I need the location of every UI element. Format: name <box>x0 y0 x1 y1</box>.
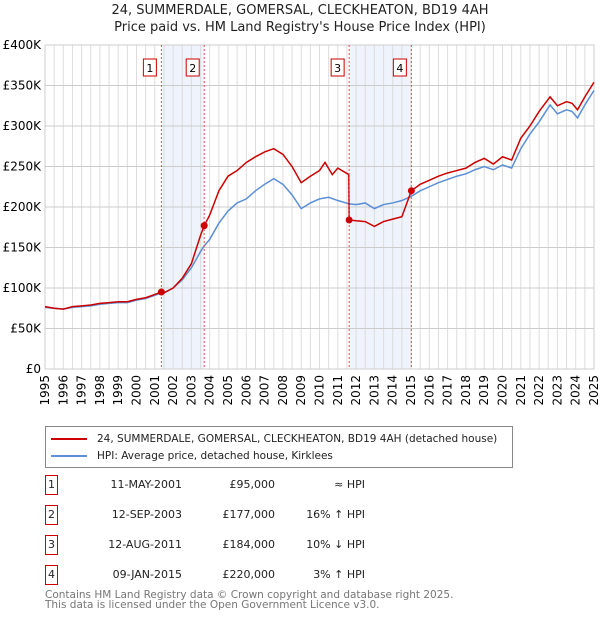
sale-marker: 3 <box>45 535 58 555</box>
y-tick-label: £250K <box>3 160 43 174</box>
legend-hpi: HPI: Average price, detached house, Kirk… <box>97 450 333 462</box>
sale-label: 1 <box>146 62 153 75</box>
sale-label: 2 <box>189 62 196 75</box>
plot-frame <box>44 44 595 370</box>
legend-property: 24, SUMMERDALE, GOMERSAL, CLECKHEATON, B… <box>97 433 498 445</box>
y-tick-label: £150K <box>3 241 43 255</box>
sale-label: 4 <box>396 62 403 75</box>
x-tick-label: 1998 <box>93 375 107 406</box>
sale-price: £220,000 <box>222 568 276 581</box>
x-tick-label: 1995 <box>38 375 52 406</box>
blue-line-swatch <box>51 455 87 457</box>
x-tick-label: 2004 <box>203 375 217 406</box>
sale-point <box>157 288 165 296</box>
x-tick-label: 2025 <box>587 375 600 406</box>
sale-date: 11-MAY-2001 <box>110 478 182 491</box>
sale-point <box>200 222 208 230</box>
x-tick-label: 2012 <box>349 375 363 406</box>
legend: 24, SUMMERDALE, GOMERSAL, CLECKHEATON, B… <box>45 426 513 468</box>
sale-hpi: 3% ↑ HPI <box>313 568 365 581</box>
x-tick-label: 2003 <box>184 375 198 406</box>
x-tick-label: 2021 <box>514 375 528 406</box>
x-tick-label: 2018 <box>459 375 473 406</box>
x-tick-label: 2007 <box>258 375 272 406</box>
sale-label-box <box>330 58 345 77</box>
x-tick-label: 2006 <box>239 375 253 406</box>
x-tick-label: 1996 <box>56 375 70 406</box>
price-chart: £0 £50K £100K £150K £200K £250K £300K £350K £400… <box>3 38 600 406</box>
sale-hpi: ≈ HPI <box>334 478 365 491</box>
sale-hpi: 10% ↓ HPI <box>306 538 365 551</box>
x-tick-label: 2005 <box>221 375 235 406</box>
sale-date: 12-SEP-2003 <box>111 508 182 521</box>
sale-label-box <box>142 58 157 77</box>
x-tick-label: 1999 <box>111 375 125 406</box>
chart-subtitle: Price paid vs. HM Land Registry's House … <box>114 20 486 35</box>
x-tick-label: 2019 <box>477 375 491 406</box>
sale-marker: 2 <box>45 505 58 525</box>
x-tick-label: 2022 <box>532 375 546 406</box>
x-tick-label: 2014 <box>386 375 400 406</box>
sale-price: £95,000 <box>229 478 276 491</box>
x-tick-label: 2001 <box>148 375 162 406</box>
sale-price: £177,000 <box>222 508 276 521</box>
x-tick-label: 2024 <box>569 375 583 406</box>
x-tick-label: 2009 <box>294 375 308 406</box>
y-tick-label: £100K <box>3 281 43 295</box>
sale-date: 12-AUG-2011 <box>108 538 182 551</box>
footer-copyright: Contains HM Land Registry data © Crown c… <box>45 589 454 601</box>
x-tick-label: 2013 <box>367 375 381 406</box>
y-tick-label: £0 <box>26 362 41 376</box>
y-tick-label: £350K <box>3 79 43 93</box>
sale-marker: 4 <box>45 565 58 585</box>
y-tick-label: £200K <box>3 200 43 214</box>
y-tick-label: £300K <box>3 119 43 133</box>
x-tick-label: 2023 <box>550 375 564 406</box>
x-tick-label: 2016 <box>422 375 436 406</box>
hpi-line <box>44 89 595 310</box>
y-tick-label: £400K <box>3 38 43 52</box>
y-tick-label: £50K <box>10 322 42 336</box>
property-price-line <box>44 81 595 310</box>
sale-marker: 1 <box>45 475 58 495</box>
x-tick-label: 2011 <box>331 375 345 406</box>
x-tick-label: 2010 <box>313 375 327 406</box>
footer: Contains HM Land Registry data © Crown c… <box>45 589 454 611</box>
sale-point <box>407 187 415 195</box>
sale-date: 09-JAN-2015 <box>112 568 182 581</box>
x-tick-label: 2002 <box>166 375 180 406</box>
sale-label-box <box>392 58 407 77</box>
red-line-swatch <box>51 438 87 440</box>
x-tick-label: 2000 <box>130 375 144 406</box>
x-tick-label: 1997 <box>75 375 89 406</box>
sale-point <box>345 216 353 224</box>
sale-price: £184,000 <box>222 538 276 551</box>
sale-hpi: 16% ↑ HPI <box>306 508 365 521</box>
sale-label: 3 <box>334 62 341 75</box>
x-tick-label: 2008 <box>276 375 290 406</box>
x-tick-label: 2020 <box>496 375 510 406</box>
sale-label-box <box>185 58 200 77</box>
footer-licence: This data is licensed under the Open Gov… <box>45 599 380 611</box>
x-tick-label: 2017 <box>441 375 455 406</box>
chart-title: 24, SUMMERDALE, GOMERSAL, CLECKHEATON, B… <box>111 3 489 18</box>
x-tick-label: 2015 <box>404 375 418 406</box>
